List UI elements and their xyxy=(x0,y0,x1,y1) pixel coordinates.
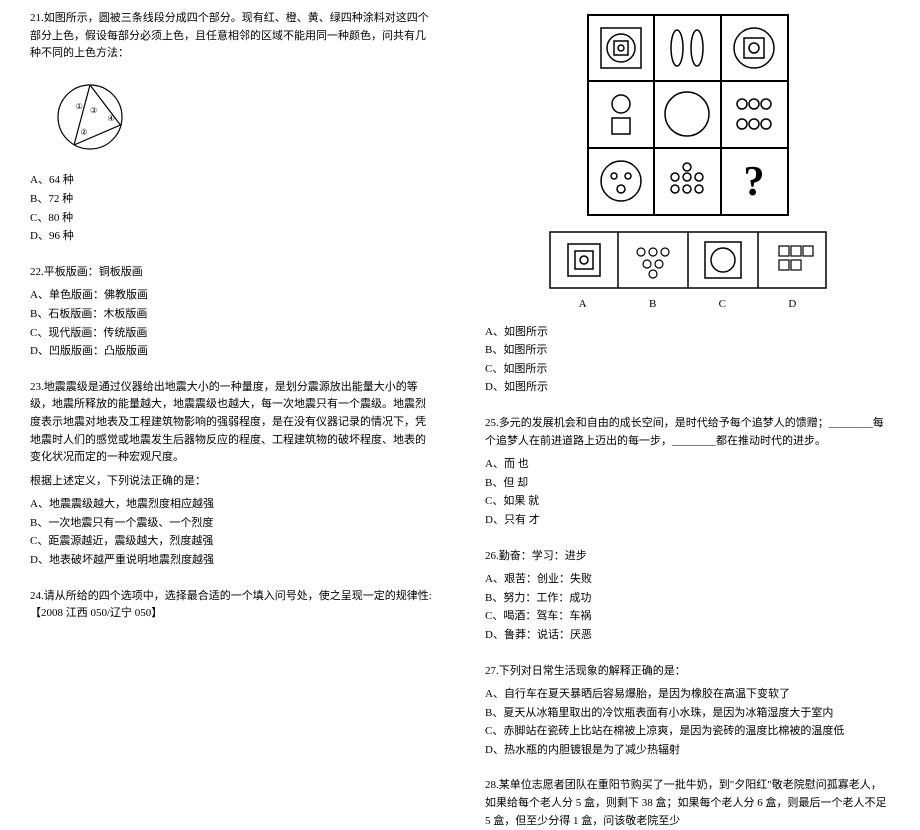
right-column: ? xyxy=(485,10,890,641)
q23-num: 23. xyxy=(30,381,44,393)
q27-num: 27. xyxy=(485,665,499,677)
q28-text: 28.某单位志愿者团队在重阳节购买了一批牛奶，到"夕阳红"敬老院慰问孤寡老人，如… xyxy=(485,777,890,830)
q24-options-block: A、如图所示 B、如图所示 C、如图所示 D、如图所示 xyxy=(485,324,890,397)
q27-text: 27.下列对日常生活现象的解释正确的是： xyxy=(485,663,890,681)
q27-opt-a: A、自行车在夏天暴晒后容易爆胎，是因为橡胶在高温下变软了 xyxy=(485,686,890,704)
q22-options: A、单色版画：佛教版画 B、石板版画：木板版画 C、现代版画：传统版画 D、凹版… xyxy=(30,287,435,360)
q22-opt-b: B、石板版画：木板版画 xyxy=(30,306,435,324)
q24-label-c: C xyxy=(719,296,726,314)
q22-body: 平板版画：铜板版画 xyxy=(44,266,143,278)
q24-grid-figure: ? xyxy=(583,10,793,220)
q25-opt-c: C、如果 就 xyxy=(485,493,890,511)
q27-opt-b: B、夏天从冰箱里取出的冷饮瓶表面有小水珠，是因为冰箱湿度大于室内 xyxy=(485,705,890,723)
q22-opt-a: A、单色版画：佛教版画 xyxy=(30,287,435,305)
left-column: 21.如图所示，圆被三条线段分成四个部分。现有红、橙、黄、绿四种涂料对这四个部分… xyxy=(30,10,435,641)
q28-num: 28. xyxy=(485,779,499,791)
q23-body: 地震震级是通过仪器给出地震大小的一种量度，是划分震源放出能量大小的等级，地震所释… xyxy=(30,381,426,463)
question-25: 25.多元的发展机会和自由的成长空间，是时代给予每个追梦人的馈赠；_______… xyxy=(485,415,890,530)
q24-body: 请从所给的四个选项中，选择最合适的一个填入问号处，使之呈现一定的规律性:【200… xyxy=(30,590,432,620)
q26-opt-c: C、喝酒：驾车：车祸 xyxy=(485,608,890,626)
q26-opt-b: B、努力：工作：成功 xyxy=(485,590,890,608)
q25-opt-b: B、但 却 xyxy=(485,475,890,493)
q23-opt-b: B、一次地震只有一个震级、一个烈度 xyxy=(30,515,435,533)
q21-body: 如图所示，圆被三条线段分成四个部分。现有红、橙、黄、绿四种涂料对这四个部分上色，… xyxy=(30,12,429,59)
q22-num: 22. xyxy=(30,266,44,278)
q23-opt-c: C、距震源越近，震级越大，烈度越强 xyxy=(30,533,435,551)
q25-text: 25.多元的发展机会和自由的成长空间，是时代给予每个追梦人的馈赠；_______… xyxy=(485,415,890,450)
q24-opt-b: B、如图所示 xyxy=(485,342,890,360)
q23-options: A、地震震级越大，地震烈度相应越强 B、一次地震只有一个震级、一个烈度 C、距震… xyxy=(30,496,435,569)
q23-opt-a: A、地震震级越大，地震烈度相应越强 xyxy=(30,496,435,514)
q27-body: 下列对日常生活现象的解释正确的是： xyxy=(499,665,686,677)
q24-label-a: A xyxy=(579,296,587,314)
question-21: 21.如图所示，圆被三条线段分成四个部分。现有红、橙、黄、绿四种涂料对这四个部分… xyxy=(30,10,435,246)
svg-text:①: ① xyxy=(76,102,83,111)
q24-answer-labels: A B C D xyxy=(548,296,828,314)
question-27: 27.下列对日常生活现象的解释正确的是： A、自行车在夏天暴晒后容易爆胎，是因为… xyxy=(485,663,890,760)
q23-opt-d: D、地表破坏越严重说明地震烈度越强 xyxy=(30,552,435,570)
q27-opt-c: C、赤脚站在瓷砖上比站在棉被上凉爽，是因为瓷砖的温度比棉被的温度低 xyxy=(485,723,890,741)
q22-opt-c: C、现代版画：传统版画 xyxy=(30,325,435,343)
q25-options: A、而 也 B、但 却 C、如果 就 D、只有 才 xyxy=(485,456,890,529)
svg-text:③: ③ xyxy=(90,106,97,115)
q24-text: 24.请从所给的四个选项中，选择最合适的一个填入问号处，使之呈现一定的规律性:【… xyxy=(30,588,435,623)
q23-text2: 根据上述定义，下列说法正确的是： xyxy=(30,473,435,491)
q27-options: A、自行车在夏天暴晒后容易爆胎，是因为橡胶在高温下变软了 B、夏天从冰箱里取出的… xyxy=(485,686,890,759)
q23-text: 23.地震震级是通过仪器给出地震大小的一种量度，是划分震源放出能量大小的等级，地… xyxy=(30,379,435,467)
q26-opt-d: D、鲁莽：说话：厌恶 xyxy=(485,627,890,645)
q24-opt-a: A、如图所示 xyxy=(485,324,890,342)
q24-label-b: B xyxy=(649,296,656,314)
question-26: 26.勤奋：学习：进步 A、艰苦：创业：失败 B、努力：工作：成功 C、喝酒：驾… xyxy=(485,548,890,645)
question-28: 28.某单位志愿者团队在重阳节购买了一批牛奶，到"夕阳红"敬老院慰问孤寡老人，如… xyxy=(485,777,890,830)
q21-opt-a: A、64 种 xyxy=(30,172,435,190)
q25-opt-a: A、而 也 xyxy=(485,456,890,474)
q24-opt-c: C、如图所示 xyxy=(485,361,890,379)
q21-circle-diagram: ① ③ ④ ② xyxy=(50,77,130,157)
question-22: 22.平板版画：铜板版画 A、单色版画：佛教版画 B、石板版画：木板版画 C、现… xyxy=(30,264,435,361)
q24-opt-d: D、如图所示 xyxy=(485,379,890,397)
q21-opt-c: C、80 种 xyxy=(30,210,435,228)
q26-text: 26.勤奋：学习：进步 xyxy=(485,548,890,566)
q24-label-d: D xyxy=(788,296,796,314)
svg-text:②: ② xyxy=(80,127,87,136)
q22-text: 22.平板版画：铜板版画 xyxy=(30,264,435,282)
question-23: 23.地震震级是通过仪器给出地震大小的一种量度，是划分震源放出能量大小的等级，地… xyxy=(30,379,435,570)
q26-body: 勤奋：学习：进步 xyxy=(499,550,587,562)
q25-body: 多元的发展机会和自由的成长空间，是时代给予每个追梦人的馈赠；________每个… xyxy=(485,417,884,447)
q25-num: 25. xyxy=(485,417,499,429)
q26-opt-a: A、艰苦：创业：失败 xyxy=(485,571,890,589)
q28-body: 某单位志愿者团队在重阳节购买了一批牛奶，到"夕阳红"敬老院慰问孤寡老人，如果给每… xyxy=(485,779,887,826)
q25-opt-d: D、只有 才 xyxy=(485,512,890,530)
q21-num: 21. xyxy=(30,12,44,24)
q21-opt-b: B、72 种 xyxy=(30,191,435,209)
q21-text: 21.如图所示，圆被三条线段分成四个部分。现有红、橙、黄、绿四种涂料对这四个部分… xyxy=(30,10,435,63)
q22-opt-d: D、凹版版画：凸版版画 xyxy=(30,343,435,361)
q24-num: 24. xyxy=(30,590,44,602)
svg-text:?: ? xyxy=(743,159,764,205)
q26-options: A、艰苦：创业：失败 B、努力：工作：成功 C、喝酒：驾车：车祸 D、鲁莽：说话… xyxy=(485,571,890,644)
q21-opt-d: D、96 种 xyxy=(30,228,435,246)
q21-options: A、64 种 B、72 种 C、80 种 D、96 种 xyxy=(30,172,435,245)
svg-text:④: ④ xyxy=(108,114,115,123)
q24-answer-row xyxy=(548,230,828,290)
q26-num: 26. xyxy=(485,550,499,562)
q27-opt-d: D、热水瓶的内胆镀银是为了减少热辐射 xyxy=(485,742,890,760)
question-24: 24.请从所给的四个选项中，选择最合适的一个填入问号处，使之呈现一定的规律性:【… xyxy=(30,588,435,623)
